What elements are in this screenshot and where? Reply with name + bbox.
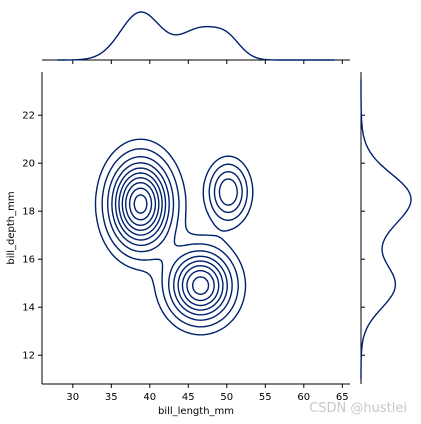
y-tick-label: 14 [22,303,35,314]
x-tick-label: 65 [336,392,349,403]
contour-level [121,177,215,302]
contour-level [94,138,254,336]
marginal-y-curve [360,79,412,380]
kde-contours [94,138,254,336]
x-tick-label: 40 [143,392,156,403]
x-tick-label: 45 [182,392,195,403]
x-tick-label: 30 [66,392,79,403]
x-tick-label: 50 [220,392,233,403]
y-tick-label: 16 [22,255,35,266]
y-tick-label: 20 [22,159,35,170]
y-tick-label: 18 [22,207,35,218]
contour-level [128,187,153,221]
x-axis-label: bill_length_mm [158,406,234,417]
contour-level [101,148,248,328]
contour-level [133,194,148,214]
y-axis-label: bill_depth_mm [6,191,17,264]
marginal-y-density [360,79,412,380]
x-tick-label: 60 [297,392,310,403]
contour-level [114,167,224,311]
marginal-x-curve [57,11,335,61]
contour-level [111,162,238,316]
watermark: CSDN @hustlei [309,401,407,416]
marginal-x-density [57,11,335,61]
x-tick-label: 35 [105,392,118,403]
contour-level [118,172,220,307]
joint-axes: 30 35 40 45 50 55 60 65 12 14 16 18 20 22 [22,59,365,403]
contour-level [107,156,243,321]
x-tick-label: 55 [259,392,272,403]
y-tick-label: 22 [22,111,35,122]
y-tick-label: 12 [22,351,35,362]
contour-level [125,182,210,295]
